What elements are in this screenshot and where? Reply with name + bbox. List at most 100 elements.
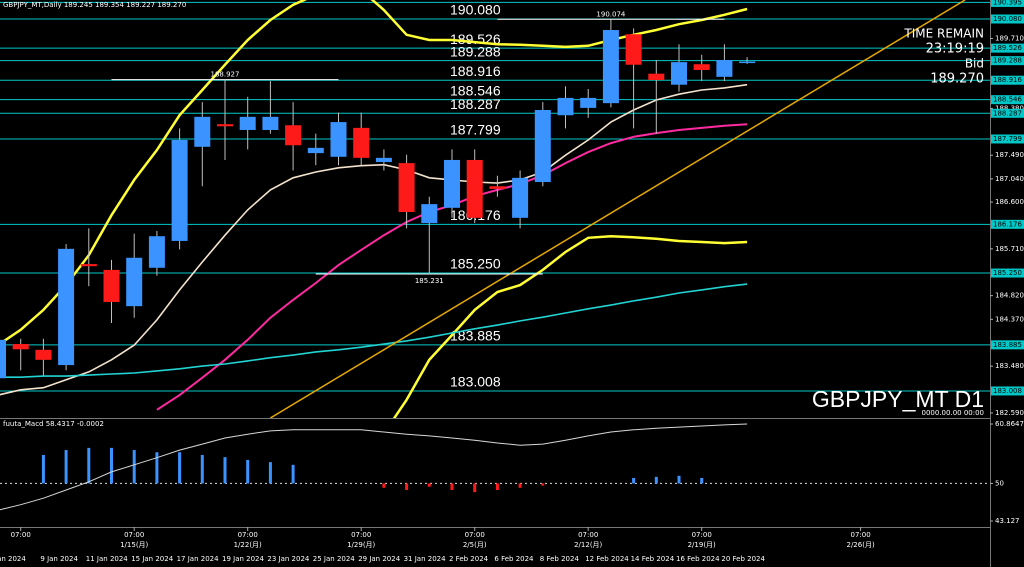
level-tag — [991, 134, 1024, 144]
level-tag-label: 185.250 — [993, 269, 1022, 277]
macd-bar — [473, 483, 477, 493]
candle-body — [580, 97, 597, 108]
level-tag-label: 188.916 — [993, 76, 1022, 84]
macd-tick-label: 50 — [995, 479, 1004, 487]
level-tag — [991, 0, 1024, 7]
macd-bar — [654, 476, 658, 484]
candle-body — [239, 116, 256, 130]
level-tag-label: 189.526 — [993, 44, 1022, 52]
y-tick-label: 188.380 — [995, 104, 1024, 112]
macd-bar — [87, 447, 91, 484]
x-tick-label: 9 Jan 2024 — [40, 555, 78, 563]
candle-body — [512, 177, 529, 218]
x-tick-label: 25 Jan 2024 — [313, 555, 356, 563]
macd-bar — [246, 459, 250, 484]
x-time-label: 07:00 — [851, 531, 871, 539]
level-label: 185.250 — [450, 256, 501, 272]
candle-body — [353, 127, 370, 158]
macd-bar — [405, 483, 409, 490]
macd-bar — [677, 475, 681, 484]
x-week-label: 1/15(月) — [120, 541, 148, 549]
level-tag-label: 188.287 — [993, 109, 1022, 117]
candle-body — [716, 60, 733, 77]
macd-bar — [541, 483, 545, 486]
level-tag — [991, 95, 1024, 105]
candle-body — [330, 122, 347, 157]
x-tick-label: 23 Jan 2024 — [267, 555, 310, 563]
macd-bar — [268, 462, 272, 484]
x-tick-label: 19 Jan 2024 — [222, 555, 265, 563]
extreme-label: 190.074 — [596, 10, 625, 18]
macd-panel — [0, 423, 990, 511]
x-time-label: 07:00 — [692, 531, 712, 539]
level-tag — [991, 386, 1024, 396]
level-tag-label: 186.176 — [993, 220, 1022, 228]
candle-body — [12, 344, 29, 350]
macd-signal — [0, 423, 748, 511]
time-remain-label: TIME REMAIN — [903, 27, 984, 41]
level-tag — [991, 75, 1024, 85]
level-tag — [991, 219, 1024, 229]
chart-title: GBPJPY_MT,Daily 189.245 189.354 189.227 … — [3, 1, 186, 9]
macd-bar — [632, 477, 636, 484]
x-week-label: 1/29(月) — [347, 541, 375, 549]
candle-body — [217, 124, 233, 127]
indicator-line — [0, 283, 748, 378]
candle-body — [80, 264, 97, 267]
level-tag — [991, 268, 1024, 278]
macd-bar — [518, 483, 522, 488]
macd-bar — [427, 483, 431, 487]
level-tag-label: 183.885 — [993, 341, 1022, 349]
level-label: 190.080 — [450, 2, 501, 18]
level-tag-label: 190.395 — [993, 0, 1022, 6]
level-tag-label: 183.008 — [993, 387, 1022, 395]
y-tick-label: 182.590 — [995, 409, 1024, 417]
candle-body — [307, 147, 324, 154]
level-label: 188.546 — [450, 82, 501, 98]
candle-body — [35, 349, 52, 360]
candle-body — [489, 186, 506, 189]
x-week-label: 2/12(月) — [574, 541, 602, 549]
candle-body — [171, 139, 188, 241]
macd-title: fuuta_Macd 58.4317 -0.0002 — [3, 420, 104, 428]
price-panel: 190.395190.080189.526189.288188.916188.5… — [0, 0, 990, 418]
y-tick-label: 184.370 — [995, 315, 1024, 323]
y-tick-label: 187.040 — [995, 175, 1024, 183]
time-remain: 23:19:19 — [926, 42, 984, 57]
macd-bar — [155, 452, 159, 484]
candle-body — [285, 125, 302, 146]
indicator-line — [0, 0, 748, 346]
macd-bar — [700, 477, 704, 484]
x-tick-label: 16 Feb 2024 — [676, 555, 720, 563]
x-week-label: 2/19(月) — [688, 541, 716, 549]
candle-body — [58, 248, 75, 366]
candle-body — [557, 97, 574, 116]
level-tag — [991, 14, 1024, 24]
x-time-label: 07:00 — [124, 531, 144, 539]
symbol-watermark: GBPJPY_MT D1 — [812, 386, 984, 412]
y-tick-label: 189.710 — [995, 34, 1024, 42]
candle-body — [421, 204, 438, 224]
time-stamp: 0000.00.00 00:00 — [922, 409, 984, 417]
level-tag — [991, 340, 1024, 350]
x-week-label: 2/26(月) — [847, 541, 875, 549]
y-tick-label: 184.820 — [995, 292, 1024, 300]
candle-body — [262, 116, 279, 130]
level-tag-label: 189.288 — [993, 57, 1022, 65]
macd-bar — [41, 454, 45, 484]
candle-body — [648, 73, 665, 81]
macd-bar — [223, 457, 227, 484]
x-tick-label: 2 Feb 2024 — [449, 555, 489, 563]
x-tick-label: 17 Jan 2024 — [177, 555, 220, 563]
candle-body — [398, 163, 415, 213]
candle-body — [103, 269, 120, 302]
macd-bar — [178, 452, 182, 484]
level-tag — [991, 108, 1024, 118]
candle-body — [194, 116, 211, 147]
trend-line — [270, 0, 966, 418]
x-tick-label: Jan 2024 — [0, 555, 26, 563]
